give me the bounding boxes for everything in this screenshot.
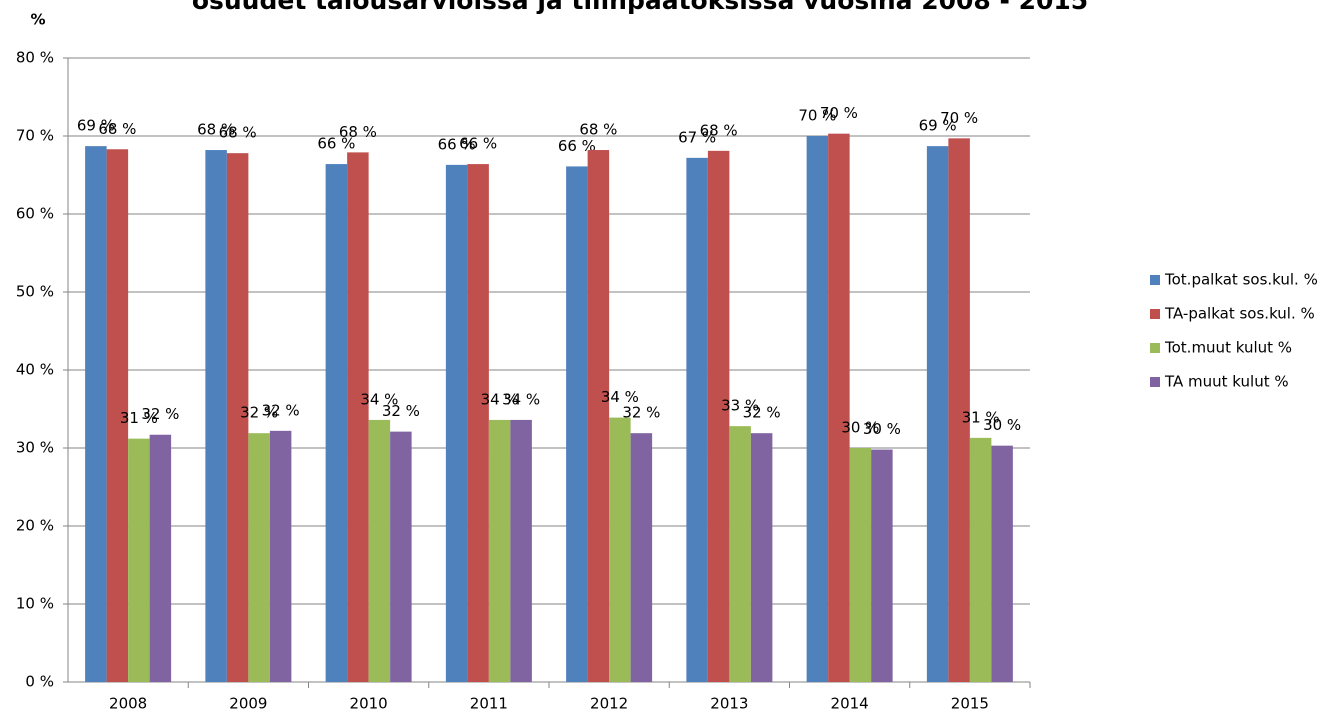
bar [686, 157, 708, 683]
legend-label: Tot.muut kulut % [1164, 339, 1292, 357]
data-label: 70 % [940, 109, 978, 127]
data-label: 32 % [622, 404, 660, 422]
chart-title: osuudet talousarvioissa ja tilinpäätöksi… [192, 0, 1088, 15]
bar [566, 166, 588, 683]
bar [849, 448, 872, 682]
x-tick-label: 2014 [831, 695, 869, 713]
x-tick-label: 2008 [109, 695, 147, 713]
data-label: 31 % [962, 408, 1000, 426]
bar [445, 164, 468, 683]
legend-swatch [1150, 343, 1160, 353]
y-tick-label: 80 % [16, 49, 54, 67]
bar [269, 430, 292, 682]
data-label: 68 % [219, 124, 257, 142]
bar [248, 433, 270, 682]
y-tick-label: 40 % [16, 361, 54, 379]
data-label: 32 % [141, 405, 179, 423]
x-tick-label: 2010 [350, 695, 388, 713]
y-axis-label: % [30, 11, 45, 29]
y-tick-label: 0 % [25, 673, 54, 691]
bar [806, 136, 829, 682]
data-label: 68 % [339, 123, 377, 141]
bar [828, 133, 850, 682]
bar [488, 419, 511, 682]
y-tick-label: 50 % [16, 283, 54, 301]
data-label: 31 % [120, 409, 158, 427]
y-tick-label: 30 % [16, 439, 54, 457]
bar [609, 417, 631, 682]
x-tick-label: 2012 [590, 695, 628, 713]
legend-label: Tot.palkat sos.kul. % [1164, 271, 1318, 289]
y-tick-label: 70 % [16, 127, 54, 145]
data-label: 66 % [459, 135, 497, 153]
data-label: 34 % [601, 388, 639, 406]
bar [467, 164, 489, 682]
data-label: 66 % [558, 137, 596, 155]
data-label: 70 % [820, 104, 858, 122]
data-label: 69 % [77, 117, 115, 135]
x-tick-label: 2011 [470, 695, 508, 713]
data-label: 68 % [700, 121, 738, 139]
legend-swatch [1150, 309, 1160, 319]
bar [871, 449, 893, 682]
bar [750, 433, 773, 682]
x-tick-label: 2015 [951, 695, 989, 713]
data-label: 66 % [317, 135, 355, 153]
data-label: 32 % [240, 404, 278, 422]
y-tick-label: 60 % [16, 205, 54, 223]
bar [205, 150, 227, 683]
data-label: 33 % [721, 397, 759, 415]
bar [630, 433, 653, 682]
bar [729, 426, 751, 682]
bar [347, 152, 369, 682]
bar [510, 419, 532, 682]
data-label: 69 % [919, 117, 957, 135]
data-label: 30 % [863, 420, 901, 438]
data-label: 68 % [197, 121, 235, 139]
data-label: 68 % [579, 121, 617, 139]
y-tick-label: 20 % [16, 517, 54, 535]
bar [948, 138, 970, 683]
data-label: 32 % [382, 402, 420, 420]
bar [390, 431, 412, 682]
legend-label: TA muut kulut % [1164, 373, 1289, 391]
bar [926, 146, 949, 682]
data-label: 68 % [98, 120, 136, 138]
bar [128, 438, 150, 682]
data-label: 70 % [798, 107, 836, 125]
data-label: 32 % [743, 404, 781, 422]
data-label: 34 % [481, 390, 519, 408]
bar [368, 419, 391, 682]
legend-swatch [1150, 275, 1160, 285]
data-label: 66 % [438, 135, 476, 153]
data-label: 34 % [360, 390, 398, 408]
bar [707, 150, 730, 682]
data-label: 34 % [502, 390, 540, 408]
data-label: 30 % [983, 416, 1021, 434]
bar [226, 153, 249, 682]
bar [85, 146, 107, 682]
bar [149, 434, 172, 682]
legend-label: TA-palkat sos.kul. % [1164, 305, 1315, 323]
bar [991, 445, 1013, 682]
data-label: 32 % [262, 401, 300, 419]
bar [587, 150, 610, 683]
bar [325, 164, 348, 682]
data-label: 30 % [841, 419, 879, 437]
bar [969, 437, 992, 682]
x-tick-label: 2009 [229, 695, 267, 713]
legend-swatch [1150, 377, 1160, 387]
data-label: 67 % [678, 128, 716, 146]
y-tick-label: 10 % [16, 595, 54, 613]
bar [106, 149, 129, 682]
x-tick-label: 2013 [710, 695, 748, 713]
